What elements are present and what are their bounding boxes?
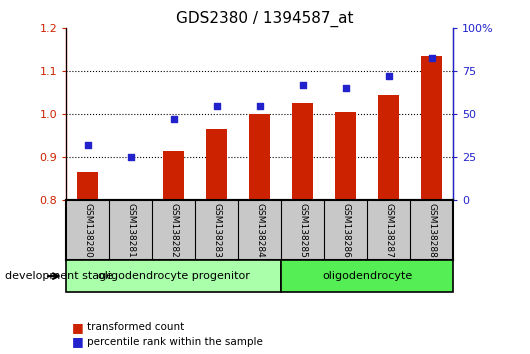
Text: percentile rank within the sample: percentile rank within the sample bbox=[87, 337, 263, 347]
Text: GSM138283: GSM138283 bbox=[212, 202, 221, 258]
Bar bbox=[378, 95, 400, 200]
Bar bbox=[77, 172, 99, 200]
Bar bbox=[66, 260, 281, 292]
Text: oligodendrocyte progenitor: oligodendrocyte progenitor bbox=[98, 271, 250, 281]
Point bbox=[127, 154, 135, 160]
Point bbox=[213, 103, 221, 108]
Bar bbox=[281, 260, 453, 292]
Text: transformed count: transformed count bbox=[87, 322, 184, 332]
Text: oligodendrocyte: oligodendrocyte bbox=[322, 271, 412, 281]
Text: ■: ■ bbox=[72, 321, 83, 334]
Text: GSM138288: GSM138288 bbox=[427, 202, 436, 258]
Text: GSM138285: GSM138285 bbox=[298, 202, 307, 258]
Bar bbox=[206, 129, 227, 200]
Bar bbox=[163, 151, 184, 200]
Text: GSM138286: GSM138286 bbox=[341, 202, 350, 258]
Text: GSM138280: GSM138280 bbox=[83, 202, 92, 258]
Text: GDS2380 / 1394587_at: GDS2380 / 1394587_at bbox=[176, 11, 354, 27]
Text: GSM138281: GSM138281 bbox=[126, 202, 135, 258]
Text: GSM138284: GSM138284 bbox=[255, 203, 264, 257]
Bar bbox=[249, 114, 270, 200]
Text: development stage: development stage bbox=[5, 271, 113, 281]
Point bbox=[170, 116, 178, 122]
Point bbox=[341, 86, 350, 91]
Bar bbox=[120, 199, 142, 200]
Bar bbox=[292, 103, 313, 200]
Bar bbox=[421, 56, 443, 200]
Point bbox=[255, 103, 264, 108]
Point bbox=[427, 55, 436, 60]
Point bbox=[84, 142, 92, 148]
Bar bbox=[335, 112, 356, 200]
Text: ■: ■ bbox=[72, 335, 83, 348]
Point bbox=[298, 82, 307, 88]
Text: GSM138287: GSM138287 bbox=[384, 202, 393, 258]
Point bbox=[384, 74, 393, 79]
Text: GSM138282: GSM138282 bbox=[169, 203, 178, 257]
